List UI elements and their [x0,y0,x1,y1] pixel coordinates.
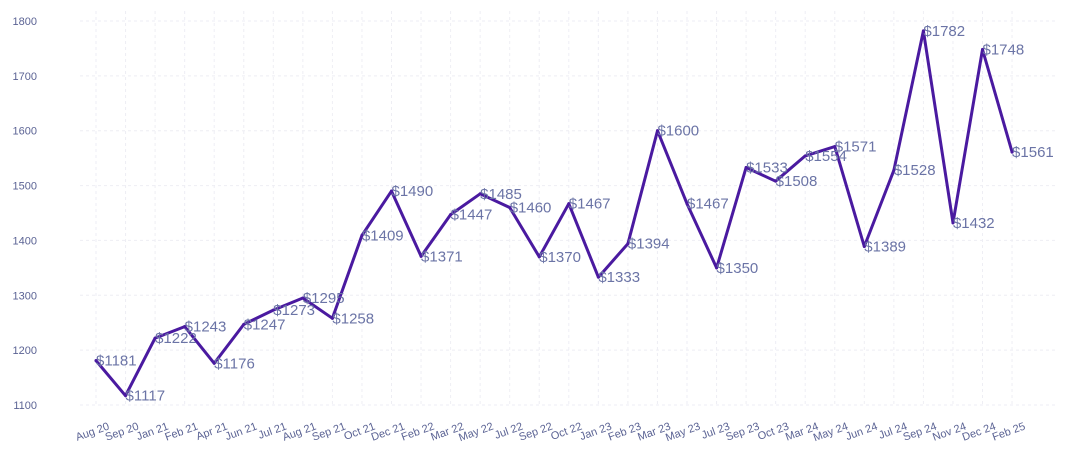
data-label: $1467 [569,196,611,213]
data-label: $1258 [332,310,374,327]
data-point [921,29,925,33]
data-point [951,221,955,225]
y-tick-label: 1100 [13,400,37,412]
data-label: $1333 [598,269,640,286]
data-point [449,213,453,217]
data-label: $1782 [923,23,965,40]
y-tick-label: 1400 [13,235,37,247]
data-point [212,361,216,365]
data-point [419,254,423,258]
data-point [508,206,512,210]
data-label: $1748 [983,42,1025,59]
series [94,29,1014,398]
data-label: $1371 [421,248,463,265]
x-tick-label: May 23 [664,421,702,445]
data-point [774,179,778,183]
x-tick-label: May 22 [457,421,495,445]
data-label: $1243 [185,319,227,336]
data-label: $1490 [392,183,434,200]
data-label: $1176 [214,355,255,372]
data-point [685,202,689,206]
x-tick-label: Jun 24 [844,421,879,444]
data-point [981,48,984,52]
data-point [1010,150,1014,154]
series-line [94,29,1014,398]
data-label: $1447 [451,207,493,224]
data-point [715,266,719,270]
data-label: $1409 [362,227,404,244]
data-label: $1181 [96,353,137,370]
data-label: $1394 [628,236,670,253]
data-point [655,129,659,133]
data-label: $1460 [510,200,552,217]
data-point [330,316,334,320]
x-tick-label: Jun 21 [224,421,259,444]
data-label: $1370 [539,249,581,266]
y-tick-label: 1600 [13,126,37,138]
data-point [862,244,866,248]
data-point [478,192,482,196]
data-label: $1247 [244,316,286,333]
y-tick-label: 1300 [13,290,37,302]
y-tick-label: 1200 [13,345,37,357]
data-point [94,359,98,363]
data-point [744,165,748,169]
data-point [833,145,837,149]
data-label: $1117 [126,388,166,405]
data-point [390,189,393,193]
x-tick-label: Feb 25 [991,421,1027,444]
data-point [567,202,571,206]
data-label: $1295 [303,290,345,307]
data-labels: $1181 $1117 $1222$1243 $1176 $1247$1273$1295… [96,23,1054,405]
y-tick-label: 1700 [13,71,37,83]
data-point [271,308,275,312]
data-label: $1600 [657,123,699,140]
data-label: $1432 [953,215,995,232]
data-label: $1350 [717,260,759,277]
data-label: $1533 [746,159,788,176]
data-point [537,255,541,259]
y-axis: 1100 1200 1300 1400 1500 1600 1700 1800 [13,16,37,412]
data-point [153,336,157,340]
data-point [301,296,305,300]
data-label: $1508 [776,173,818,190]
data-label: $1389 [864,238,906,255]
data-point [892,168,896,172]
y-tick-label: 1800 [13,16,37,28]
data-point [626,242,630,246]
grid [80,11,1057,406]
data-label: $1222 [155,330,197,347]
y-tick-label: 1500 [13,181,37,193]
data-point [596,275,600,279]
data-point [242,322,246,326]
data-point [124,394,128,398]
data-label: $1561 [1012,144,1054,161]
data-point [803,154,807,158]
data-label: $1273 [273,302,315,319]
data-point [360,233,364,237]
data-label: $1485 [480,186,522,203]
data-label: $1554 [805,148,847,165]
data-label: $1467 [687,196,729,213]
data-label: $1571 [835,139,877,156]
data-point [183,325,187,329]
data-label: $1528 [894,162,936,179]
